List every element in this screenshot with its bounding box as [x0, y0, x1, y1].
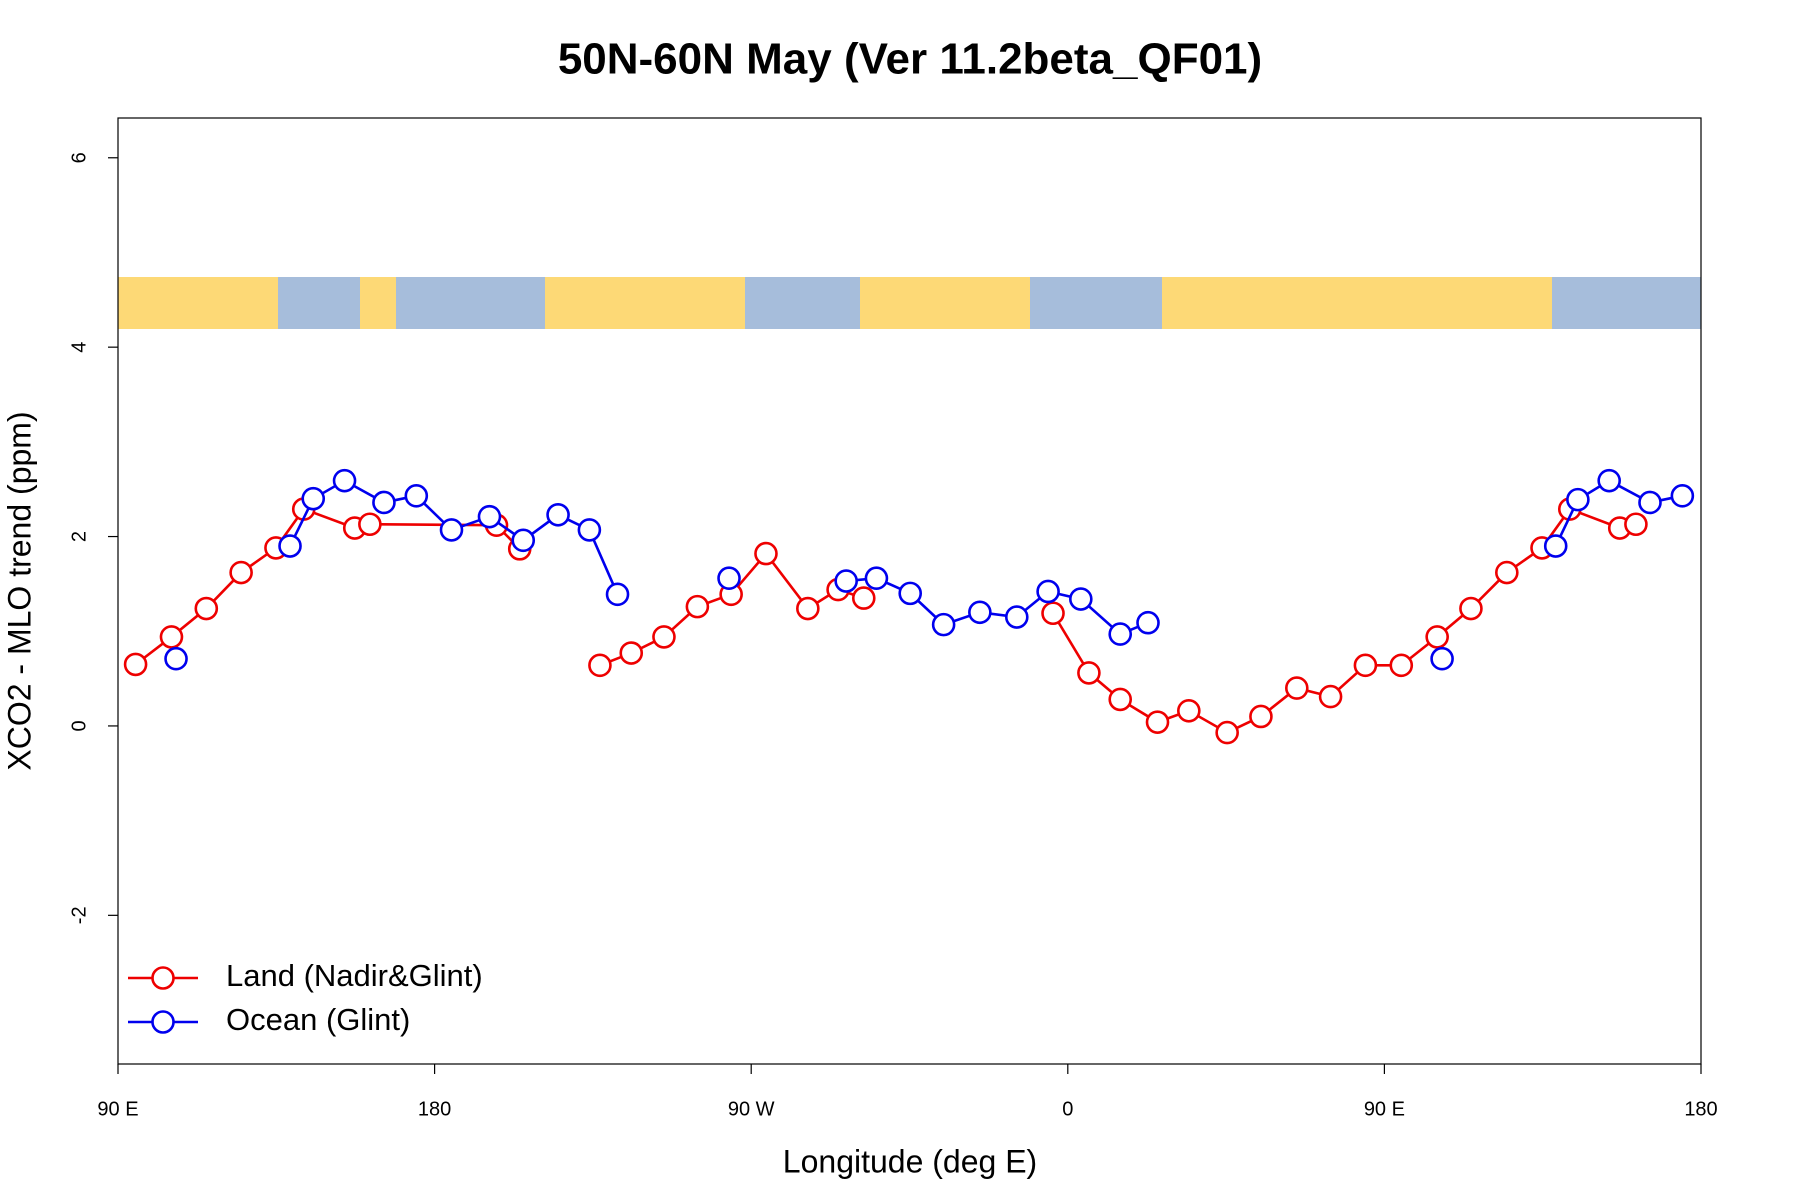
- point: [1145, 710, 1170, 734]
- point: [577, 518, 602, 542]
- point: [372, 490, 396, 515]
- point: [1108, 687, 1133, 712]
- y-tick-label: -2: [68, 906, 90, 924]
- point: [1566, 487, 1590, 512]
- map-land: [1162, 277, 1552, 329]
- x-tick-label: 90 W: [728, 1098, 775, 1120]
- point: [619, 641, 644, 665]
- plot-frame: [117, 117, 1702, 1065]
- point: [1389, 653, 1414, 678]
- point: [1069, 587, 1093, 611]
- map-land: [118, 277, 278, 329]
- y-tick-label: 4: [68, 342, 90, 353]
- point: [301, 486, 326, 511]
- x-axis-title: Longitude (deg E): [783, 1143, 1037, 1179]
- point: [717, 566, 741, 591]
- point: [864, 566, 889, 591]
- point: [1638, 490, 1662, 515]
- point: [511, 528, 536, 553]
- chart-title: 50N-60N May (Ver 11.2beta_QF01): [558, 35, 1262, 84]
- point: [1597, 468, 1621, 493]
- point: [194, 596, 219, 621]
- point: [1285, 676, 1309, 700]
- point: [652, 625, 676, 649]
- point: [834, 569, 858, 593]
- point: [1624, 512, 1648, 537]
- point: [1543, 534, 1568, 558]
- point: [1249, 704, 1273, 729]
- point: [278, 534, 302, 558]
- legend-label: Land (Nadir&Glint): [226, 958, 483, 993]
- x-tick-label: 90 E: [97, 1098, 138, 1120]
- point: [931, 612, 956, 637]
- point: [1495, 560, 1519, 585]
- point: [1036, 579, 1060, 604]
- x-tick-label: 180: [418, 1098, 451, 1120]
- map-land: [545, 277, 745, 329]
- point: [164, 646, 188, 671]
- point: [796, 596, 820, 621]
- point: [588, 653, 612, 678]
- point: [1108, 622, 1133, 646]
- legend-label: Ocean (Glint): [226, 1002, 410, 1037]
- x-tick-label: 90 E: [1364, 1098, 1405, 1120]
- point: [898, 581, 923, 606]
- point: [1318, 684, 1343, 709]
- point: [477, 504, 502, 529]
- y-axis-title: XCO2 - MLO trend (ppm): [1, 411, 37, 770]
- series-line: [134, 507, 1637, 735]
- point: [1077, 661, 1101, 685]
- point: [1670, 484, 1695, 508]
- point: [404, 484, 429, 508]
- point: [439, 518, 464, 542]
- point: [159, 625, 184, 649]
- point: [546, 502, 570, 527]
- point: [1136, 610, 1160, 635]
- point: [229, 560, 253, 585]
- y-tick-label: 6: [68, 152, 90, 163]
- point: [332, 468, 357, 493]
- y-tick-label: 0: [68, 720, 90, 731]
- map-strip: [118, 277, 1701, 329]
- y-tick-label: 2: [68, 531, 90, 542]
- point: [1425, 625, 1449, 649]
- point: [1459, 596, 1483, 621]
- point: [1177, 698, 1201, 723]
- point: [1004, 605, 1029, 629]
- x-tick-label: 0: [1062, 1098, 1073, 1120]
- point: [605, 582, 630, 607]
- x-tick-label: 180: [1684, 1098, 1717, 1120]
- map-land: [360, 277, 396, 329]
- point: [1041, 601, 1065, 626]
- point: [1430, 646, 1454, 671]
- point: [968, 600, 992, 625]
- point: [358, 512, 382, 537]
- legend-marker: [151, 966, 175, 990]
- legend-marker: [151, 1010, 175, 1034]
- point: [123, 652, 148, 677]
- point: [754, 541, 778, 566]
- point: [1215, 720, 1239, 745]
- point: [1353, 653, 1378, 678]
- point: [851, 586, 876, 610]
- map-land: [860, 277, 1030, 329]
- point: [685, 594, 710, 619]
